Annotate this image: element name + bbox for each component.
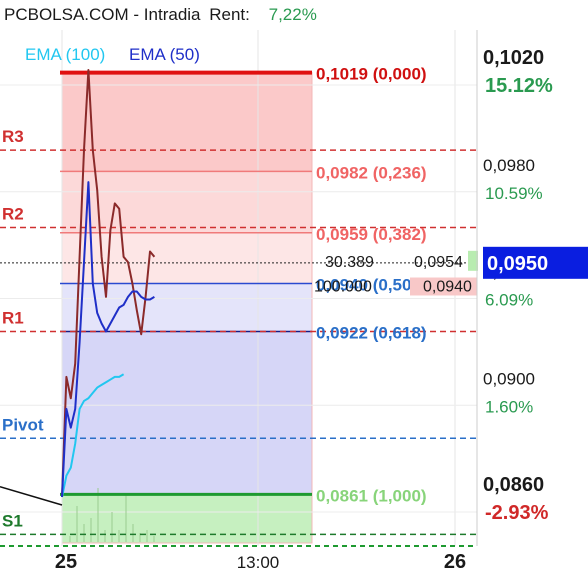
previous-close-line <box>0 485 63 506</box>
y-tick-pct-2: 6.09% <box>485 291 533 310</box>
y-tick-label-4: 0,0860 <box>483 474 544 496</box>
series-ema-50 <box>61 181 155 498</box>
app-title: PCBOLSA.COM - Intradia <box>4 5 201 24</box>
axes: 0,1020 15.12% 0,0980 10.59% 0,0940 6.09% 0,090… <box>0 30 588 573</box>
grid <box>0 30 477 546</box>
fib-zone-support <box>62 494 312 543</box>
order-ask-price: 0,0940 <box>423 279 472 296</box>
order-bid-volume: 30.389 <box>325 254 374 271</box>
fib-label-0: 0,1019 (0,000) <box>316 65 427 84</box>
order-bid-bar <box>468 250 478 271</box>
rent-value: 7,22% <box>268 5 317 24</box>
rent-label: Rent: <box>209 5 250 24</box>
y-tick-pct-3: 1.60% <box>485 397 533 416</box>
x-tick-label-1: 13:00 <box>237 553 280 572</box>
series-price <box>61 69 156 498</box>
pivot-label-pivot: Pivot <box>2 415 44 434</box>
y-tick-pct-1: 10.59% <box>485 184 543 203</box>
level-labels: 0,1019 (0,000) 0,0982 (0,236) 0,0959 (0,38… <box>2 65 478 530</box>
x-tick-label-2: 26 <box>444 551 466 573</box>
order-ask-volume: 100.000 <box>314 279 372 296</box>
x-tick-label-0: 25 <box>55 551 77 573</box>
order-bid-price: 0,0954 <box>414 254 463 271</box>
y-tick-label-1: 0,0980 <box>483 156 535 175</box>
pivot-label-r2: R2 <box>2 204 24 223</box>
y-tick-pct-0: 15.12% <box>485 75 553 97</box>
level-lines <box>0 70 477 536</box>
volume-bars <box>69 488 155 542</box>
legend-ema100: EMA (100) <box>25 45 105 64</box>
fib-zone-0 <box>62 72 312 172</box>
pivot-label-r1: R1 <box>2 309 24 328</box>
y-tick-pct-4: -2.93% <box>485 502 549 524</box>
fib-zone-4 <box>62 331 312 495</box>
fib-zone-3 <box>62 283 312 332</box>
y-tick-label-0: 0,1020 <box>483 47 544 69</box>
legend-ema50: EMA (50) <box>129 45 200 64</box>
fib-label-3: 0,0940 (0,500) <box>316 276 427 295</box>
pivot-label-r3: R3 <box>2 127 24 146</box>
fib-zone-1 <box>62 171 312 233</box>
fib-label-1: 0,0982 (0,236) <box>316 163 427 182</box>
legend: EMA (100) EMA (50) <box>25 45 200 64</box>
fib-label-4: 0,0922 (0,618) <box>316 324 427 343</box>
pivot-label-s1: S1 <box>2 511 23 530</box>
fib-zone-2 <box>62 232 312 284</box>
current-price-label: 0,0950 <box>487 253 548 275</box>
series-ema-100 <box>61 373 125 498</box>
header: PCBOLSA.COM - Intradia Rent: 7,22% <box>4 5 317 27</box>
fib-label-2: 0,0959 (0,382) <box>316 225 427 244</box>
current-price-box <box>483 246 588 279</box>
fibonacci-zones <box>61 72 313 544</box>
order-ask-bar <box>410 277 477 296</box>
fib-label-5: 0,0861 (1,000) <box>316 486 427 505</box>
y-tick-label-3: 0,0900 <box>483 369 535 388</box>
series-lines <box>61 69 156 498</box>
